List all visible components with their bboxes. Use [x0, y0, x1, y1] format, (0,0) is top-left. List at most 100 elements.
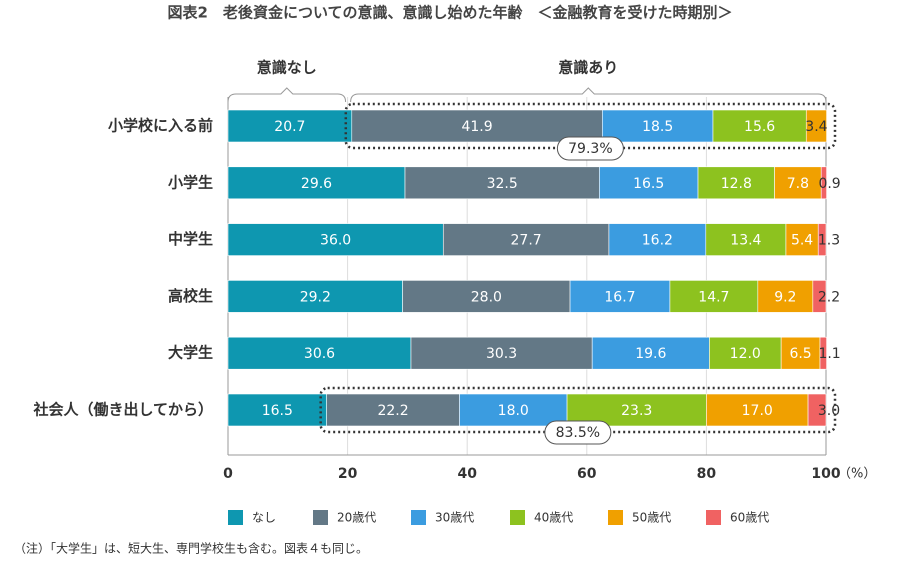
annotation-pill [556, 136, 624, 161]
category-label: 社会人（働き出してから） [32, 401, 213, 419]
category-label: 小学生 [168, 173, 213, 191]
value-label: 19.6 [635, 346, 666, 362]
value-label: 5.4 [791, 233, 813, 249]
value-label: 16.7 [604, 289, 635, 305]
bar-segment [807, 393, 827, 427]
value-label: 27.7 [511, 233, 542, 249]
value-label: 22.2 [377, 403, 408, 419]
value-label: 36.0 [320, 233, 351, 249]
highlight-box [319, 386, 837, 434]
x-tick-label: 80 [697, 466, 717, 482]
annotation: 83.5% [556, 425, 600, 441]
value-label: 16.2 [642, 233, 673, 249]
bar-segment [697, 166, 775, 200]
bar-segment [602, 109, 714, 143]
bar-segment [820, 166, 827, 200]
x-tick-label: 40 [457, 466, 477, 482]
bar-segment [819, 336, 827, 370]
value-label: 1.3 [818, 233, 840, 249]
value-label: 3.0 [818, 403, 840, 419]
value-label: 13.4 [730, 233, 761, 249]
bar-segment [459, 393, 568, 427]
bar-segment [785, 223, 819, 256]
bar-segment [326, 393, 460, 427]
group-bracket [350, 87, 827, 103]
value-label: 41.9 [461, 119, 492, 135]
legend-swatch [706, 510, 721, 525]
legend-label: 30歳代 [435, 511, 474, 525]
value-label: 17.0 [742, 403, 773, 419]
bar-segment [227, 393, 327, 427]
value-label: 1.1 [818, 346, 840, 362]
category-label: 中学生 [168, 230, 213, 248]
bar-segment [402, 280, 571, 313]
legend-label: 20歳代 [337, 511, 376, 525]
bar-segment [227, 166, 406, 200]
x-tick-label: 20 [338, 466, 358, 482]
value-label: 14.7 [698, 289, 729, 305]
bar-segment [608, 223, 707, 256]
bar-segment [774, 166, 822, 200]
group-bracket [227, 87, 347, 103]
x-tick-label: 100 [811, 466, 840, 482]
value-label: 23.3 [621, 403, 652, 419]
bar-segment [227, 109, 353, 143]
bar-segment [805, 109, 827, 143]
value-label: 20.7 [274, 119, 305, 135]
bar-segment [569, 280, 671, 313]
bar-segment [351, 109, 603, 143]
value-label: 7.8 [787, 176, 809, 192]
value-label: 30.6 [304, 346, 335, 362]
value-label: 30.3 [486, 346, 517, 362]
value-label: 18.5 [642, 119, 673, 135]
value-label: 29.6 [301, 176, 332, 192]
value-label: 16.5 [262, 403, 293, 419]
annotation: 79.3% [568, 141, 612, 157]
category-label: 高校生 [168, 287, 213, 305]
bar-segment [706, 393, 809, 427]
value-label: 29.2 [300, 289, 331, 305]
x-unit: （%） [838, 467, 876, 482]
value-label: 18.0 [498, 403, 529, 419]
bar-segment [227, 223, 444, 256]
value-label: 12.8 [721, 176, 752, 192]
bar-segment [669, 280, 759, 313]
legend-swatch [510, 510, 525, 525]
category-label: 小学校に入る前 [108, 117, 213, 135]
value-label: 3.4 [805, 119, 827, 135]
bar-segment [817, 223, 827, 256]
value-label: 28.0 [471, 289, 502, 305]
bar-segment [712, 109, 807, 143]
bar-segment [442, 223, 610, 256]
bar-segment [404, 166, 600, 200]
group-label: 意識あり [558, 59, 618, 77]
legend-swatch [313, 510, 328, 525]
legend-label: なし [252, 511, 276, 525]
value-label: 15.6 [744, 119, 775, 135]
legend-swatch [608, 510, 623, 525]
bar-segment [227, 280, 403, 313]
category-label: 大学生 [168, 344, 213, 362]
bar-segment [705, 223, 787, 256]
legend-label: 60歳代 [730, 511, 769, 525]
value-label: 32.5 [487, 176, 518, 192]
group-label: 意識なし [257, 59, 317, 77]
bar-segment [591, 336, 710, 370]
bar-segment [227, 336, 412, 370]
legend-swatch [411, 510, 426, 525]
value-label: 2.2 [818, 289, 840, 305]
x-tick-label: 0 [223, 466, 233, 482]
bar-segment [709, 336, 782, 370]
bar-segment [410, 336, 593, 370]
value-label: 12.0 [730, 346, 761, 362]
note: （注）「大学生」は、短大生、専門学校生も含む。図表４も同じ。 [14, 541, 368, 556]
legend-label: 40歳代 [534, 511, 573, 525]
bar-segment [599, 166, 699, 200]
value-label: 0.9 [818, 176, 840, 192]
highlight-box [344, 102, 837, 150]
value-label: 6.5 [789, 346, 811, 362]
x-tick-label: 60 [577, 466, 597, 482]
value-label: 16.5 [633, 176, 664, 192]
legend-swatch [228, 510, 243, 525]
